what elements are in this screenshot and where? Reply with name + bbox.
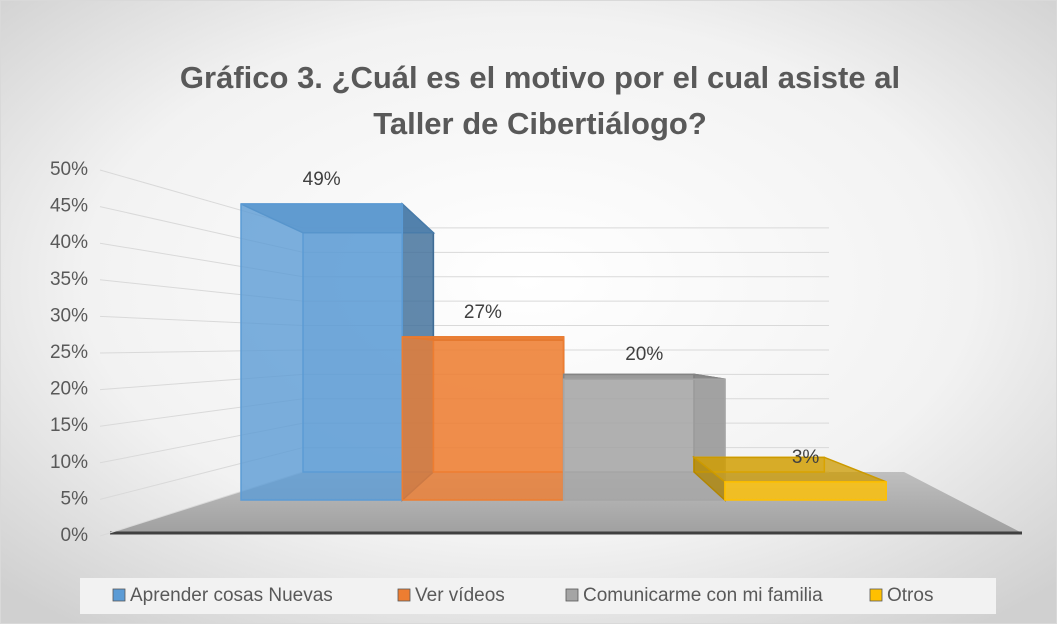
legend: Aprender cosas Nuevas Ver vídeos Comunicar… bbox=[112, 585, 933, 606]
y-tick-label: 40% bbox=[50, 232, 88, 253]
legend-swatch bbox=[397, 588, 411, 602]
data-label: 27% bbox=[464, 302, 502, 323]
y-tick-label: 35% bbox=[50, 269, 88, 290]
legend-label: Otros bbox=[887, 585, 933, 606]
bar bbox=[240, 202, 436, 502]
y-tick-label: 15% bbox=[50, 415, 88, 436]
y-tick-label: 0% bbox=[61, 525, 89, 546]
legend-swatch bbox=[869, 588, 883, 602]
data-label: 20% bbox=[625, 344, 663, 365]
legend-swatch bbox=[565, 588, 579, 602]
bar-front bbox=[401, 336, 565, 501]
bar-front bbox=[240, 203, 404, 501]
data-label: 49% bbox=[303, 169, 341, 190]
legend-label: Aprender cosas Nuevas bbox=[130, 585, 333, 606]
data-label: 3% bbox=[792, 447, 820, 468]
legend-swatch bbox=[112, 588, 126, 602]
bar bbox=[691, 455, 887, 502]
y-tick-label: 20% bbox=[50, 379, 88, 400]
legend-label: Ver vídeos bbox=[415, 585, 505, 606]
legend-label: Comunicarme con mi familia bbox=[583, 585, 823, 606]
y-tick-label: 50% bbox=[50, 159, 88, 180]
chart-title: Gráfico 3. ¿Cuál es el motivo por el cua… bbox=[180, 60, 900, 95]
bar-front bbox=[562, 378, 726, 501]
y-tick-label: 30% bbox=[50, 305, 88, 326]
y-tick-label: 45% bbox=[50, 196, 88, 217]
bar bbox=[562, 373, 726, 502]
y-tick-label: 5% bbox=[61, 488, 89, 509]
y-tick-label: 10% bbox=[50, 452, 88, 473]
chart-title: Taller de Cibertiálogo? bbox=[373, 106, 707, 141]
legend-box bbox=[80, 578, 996, 614]
plot-area: 0% 5% 10% 15% 20% 25% 30% 35% 40% 45% 50% 49% 27% 20%… bbox=[50, 159, 1022, 546]
bar bbox=[401, 336, 565, 501]
bar-front bbox=[724, 481, 887, 501]
y-tick-label: 25% bbox=[50, 342, 88, 363]
